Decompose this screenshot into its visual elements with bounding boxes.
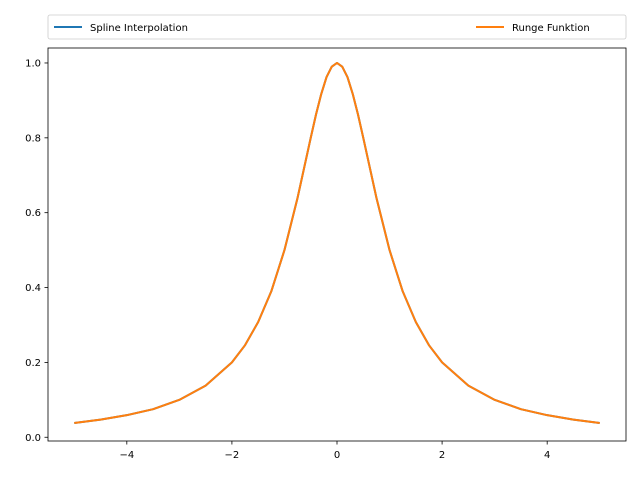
x-tick-label: 0 [334, 450, 340, 461]
legend-label-spline: Spline Interpolation [90, 23, 188, 34]
y-tick-label: 0.6 [25, 208, 41, 219]
legend-label-runge: Runge Funktion [512, 23, 590, 34]
x-tick-label: 2 [439, 450, 445, 461]
series-line-runge-funktion [74, 61, 600, 425]
x-tick-label: 4 [544, 450, 550, 461]
axis-ticks: −4 −2 0 2 4 0.0 0.2 0.4 0.6 0.8 1.0 [25, 58, 550, 461]
y-tick-label: 0.2 [25, 358, 41, 369]
y-tick-label: 0.8 [25, 133, 41, 144]
series-lines [74, 61, 600, 425]
legend: Spline Interpolation Runge Funktion [47, 14, 627, 40]
y-tick-label: 0.0 [25, 433, 41, 444]
x-tick-label: −2 [225, 450, 240, 461]
y-tick-label: 0.4 [25, 283, 41, 294]
y-tick-label: 1.0 [25, 58, 41, 69]
legend-box [47, 14, 627, 40]
x-tick-label: −4 [119, 450, 134, 461]
